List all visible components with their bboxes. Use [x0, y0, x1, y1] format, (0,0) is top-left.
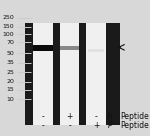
FancyBboxPatch shape	[33, 23, 53, 125]
Text: 20: 20	[6, 79, 14, 84]
Text: 250: 250	[2, 15, 14, 20]
Text: 150: 150	[2, 24, 14, 29]
Text: 35: 35	[6, 60, 14, 65]
Text: +: +	[66, 112, 73, 121]
FancyBboxPatch shape	[86, 23, 106, 125]
Text: -: -	[95, 112, 97, 121]
Text: 100: 100	[2, 32, 14, 36]
Text: +: +	[93, 121, 99, 130]
FancyBboxPatch shape	[88, 49, 104, 52]
Text: 15: 15	[6, 87, 14, 92]
Text: -: -	[42, 112, 45, 121]
FancyBboxPatch shape	[60, 23, 79, 125]
Text: 25: 25	[6, 70, 14, 75]
Text: -: -	[42, 121, 45, 130]
Text: Peptide: Peptide	[121, 112, 149, 121]
FancyBboxPatch shape	[33, 45, 53, 51]
Text: N: N	[107, 112, 113, 121]
FancyBboxPatch shape	[25, 23, 120, 125]
Text: 50: 50	[6, 51, 14, 55]
Text: Peptide: Peptide	[121, 121, 149, 130]
Text: 70: 70	[6, 40, 14, 45]
Text: -: -	[68, 121, 71, 130]
FancyBboxPatch shape	[60, 46, 79, 50]
Text: P: P	[108, 121, 112, 130]
Text: 10: 10	[6, 97, 14, 102]
